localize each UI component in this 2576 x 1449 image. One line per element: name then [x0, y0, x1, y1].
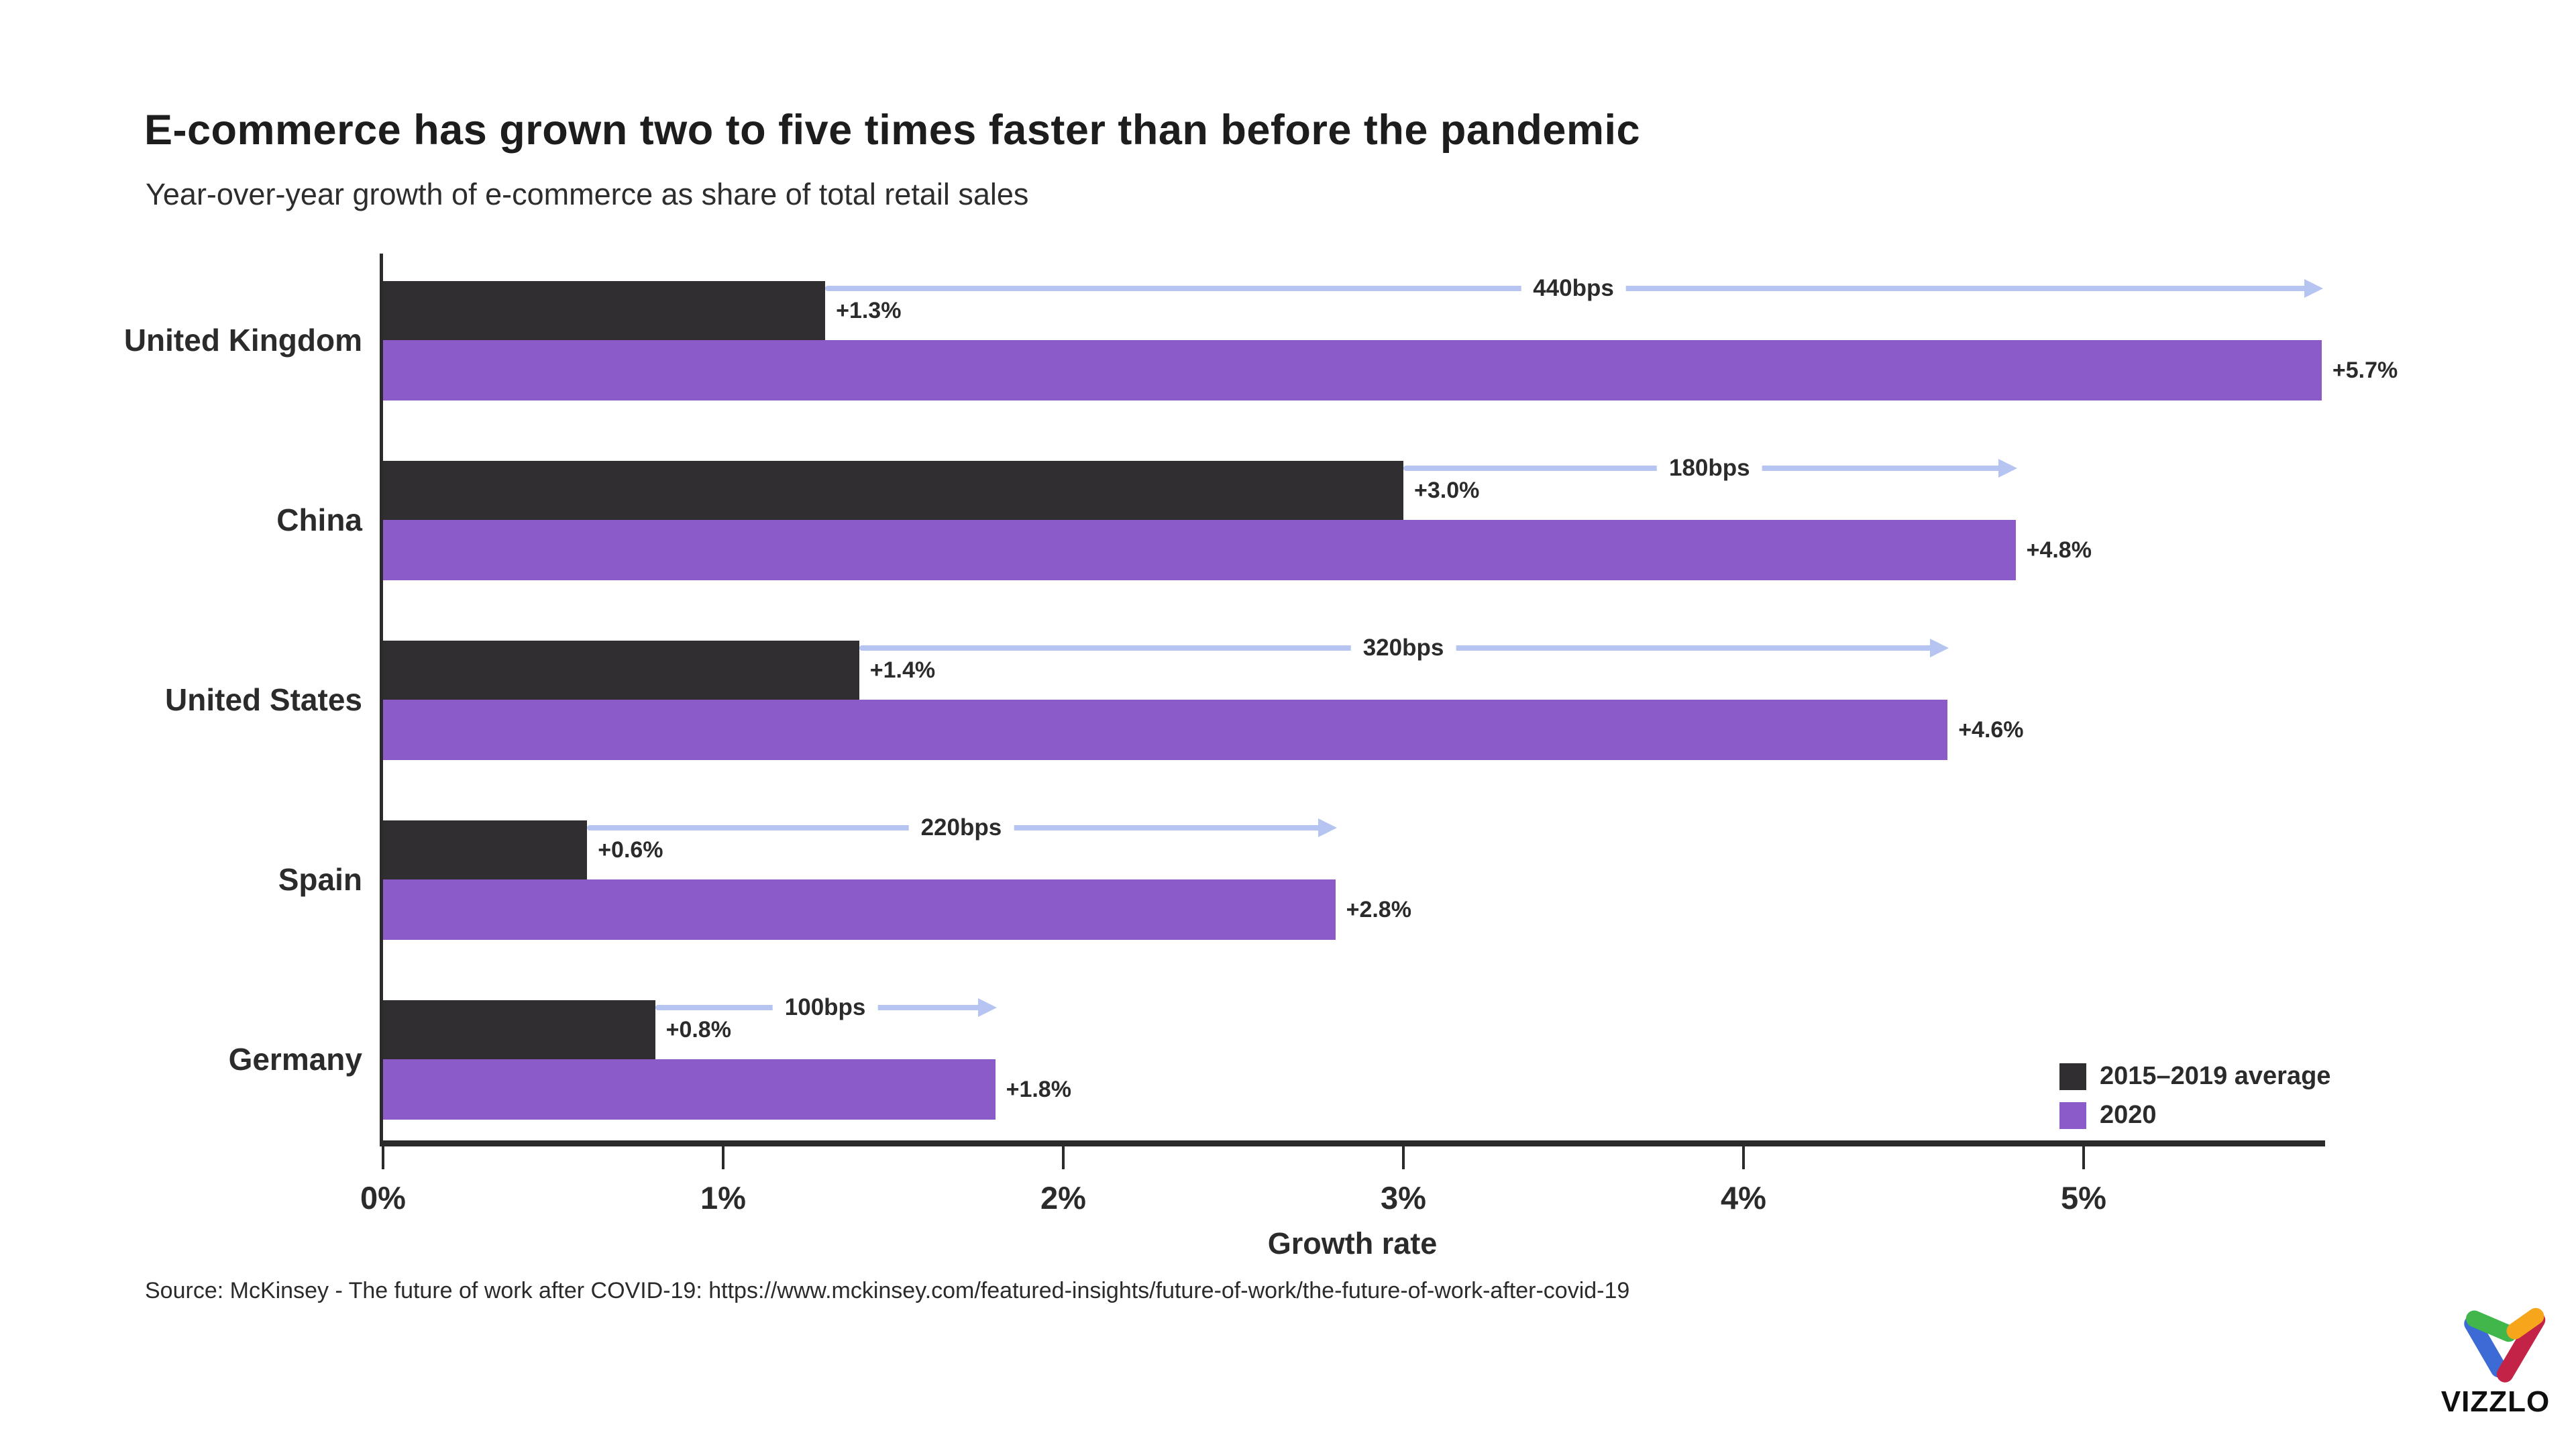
- x-tick-label-2: 2%: [1040, 1180, 1086, 1216]
- x-tick-label-5: 5%: [2061, 1180, 2106, 1216]
- delta-arrow-label-united-kingdom: 440bps: [1521, 273, 1626, 304]
- delta-arrow-head-germany: [977, 998, 997, 1017]
- category-label-china: China: [276, 502, 362, 537]
- x-axis-title: Growth rate: [1267, 1226, 1438, 1260]
- bar-2020-united-states: [383, 700, 1948, 760]
- vizzlo-logo-icon: [2464, 1307, 2546, 1383]
- legend-label-2015-2019-average: 2015–2019 average: [2100, 1062, 2331, 1090]
- x-tick-1: [722, 1146, 724, 1169]
- value-label-2015-2019-average-united-states: +1.4%: [869, 657, 936, 683]
- bar-2015-2019-average-united-kingdom: [383, 281, 826, 340]
- value-label-2015-2019-average-spain: +0.6%: [598, 837, 663, 863]
- legend: 2015–2019 average 2020: [2059, 1062, 2330, 1140]
- bar-2015-2019-average-united-states: [383, 641, 859, 700]
- x-tick-label-4: 4%: [1721, 1180, 1766, 1216]
- value-label-2020-china: +4.8%: [2026, 537, 2092, 563]
- vizzlo-logo: VIZZLO: [2430, 1303, 2561, 1419]
- legend-item-2020: 2020: [2059, 1101, 2330, 1130]
- delta-arrow-label-spain: 220bps: [908, 812, 1014, 843]
- x-tick-3: [1402, 1146, 1405, 1169]
- value-label-2015-2019-average-china: +3.0%: [1414, 478, 1480, 503]
- legend-swatch-2015-2019-average: [2059, 1063, 2086, 1090]
- delta-arrow-head-china: [1998, 459, 2017, 478]
- x-tick-4: [1742, 1146, 1745, 1169]
- value-label-2020-united-states: +4.6%: [1958, 717, 2024, 743]
- legend-swatch-2020: [2059, 1102, 2086, 1129]
- x-tick-2: [1062, 1146, 1065, 1169]
- bar-2020-united-kingdom: [383, 340, 2322, 400]
- bar-2020-china: [383, 520, 2016, 580]
- chart-title: E-commerce has grown two to five times f…: [144, 107, 1641, 154]
- delta-arrow-head-united-kingdom: [2304, 279, 2323, 298]
- bar-2015-2019-average-germany: [383, 1000, 655, 1059]
- category-label-united-states: United States: [165, 682, 362, 717]
- vizzlo-logo-text: VIZZLO: [2440, 1385, 2551, 1418]
- x-tick-5: [2082, 1146, 2085, 1169]
- x-tick-label-1: 1%: [700, 1180, 746, 1216]
- source-note: Source: McKinsey - The future of work af…: [145, 1278, 1630, 1303]
- x-tick-label-0: 0%: [360, 1180, 406, 1216]
- category-label-germany: Germany: [228, 1042, 362, 1077]
- value-label-2020-united-kingdom: +5.7%: [2332, 358, 2398, 383]
- x-tick-0: [382, 1146, 384, 1169]
- value-label-2020-germany: +1.8%: [1006, 1077, 1071, 1102]
- chart-subtitle: Year-over-year growth of e-commerce as s…: [146, 177, 1029, 211]
- legend-item-2015-2019-average: 2015–2019 average: [2059, 1062, 2330, 1091]
- legend-label-2020: 2020: [2100, 1101, 2157, 1129]
- category-label-spain: Spain: [278, 862, 362, 897]
- delta-arrow-head-united-states: [1930, 639, 1949, 657]
- y-axis-line: [380, 254, 383, 1146]
- value-label-2020-spain: +2.8%: [1346, 897, 1411, 922]
- bar-2015-2019-average-china: [383, 461, 1403, 520]
- bar-2020-spain: [383, 879, 1336, 940]
- value-label-2015-2019-average-germany: +0.8%: [665, 1017, 731, 1042]
- category-label-united-kingdom: United Kingdom: [123, 323, 362, 358]
- bar-2020-germany: [383, 1059, 996, 1120]
- bar-2015-2019-average-spain: [383, 820, 588, 879]
- x-axis-baseline: [380, 1140, 2325, 1146]
- delta-arrow-label-china: 180bps: [1656, 453, 1762, 484]
- x-tick-label-3: 3%: [1381, 1180, 1426, 1216]
- delta-arrow-label-germany: 100bps: [772, 992, 878, 1023]
- delta-arrow-head-spain: [1318, 818, 1337, 837]
- delta-arrow-label-united-states: 320bps: [1350, 633, 1456, 663]
- value-label-2015-2019-average-united-kingdom: +1.3%: [836, 298, 902, 323]
